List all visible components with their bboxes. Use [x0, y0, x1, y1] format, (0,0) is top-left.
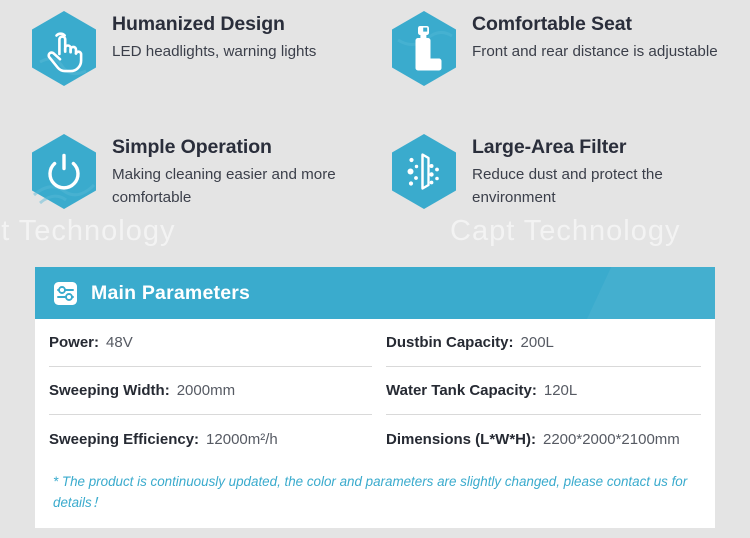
feature-grid: Humanized Design LED headlights, warning…: [0, 0, 750, 250]
param-label: Water Tank Capacity:: [386, 382, 537, 399]
panel-title: Main Parameters: [91, 281, 251, 304]
param-value: 2000mm: [176, 382, 236, 399]
feature-description: Making cleaning easier and more comforta…: [112, 166, 336, 206]
param-label: Sweeping Efficiency:: [49, 430, 200, 448]
table-row: Dimensions (L*W*H): 2200*2000*2100mm: [386, 415, 701, 463]
param-value: 12000m²/h: [206, 430, 278, 448]
feature-title: Simple Operation: [112, 136, 272, 158]
param-value: 200L: [520, 334, 554, 351]
filter-dust-icon: [390, 133, 458, 210]
param-value: 2200*2000*2100mm: [543, 430, 680, 448]
feature-card-large-area-filter: Large-Area Filter Reduce dust and protec…: [390, 133, 740, 210]
feature-card-simple-operation: Simple Operation Making cleaning easier …: [30, 133, 375, 210]
feature-card-comfortable-seat: Comfortable Seat Front and rear distance…: [390, 10, 740, 87]
feature-description: LED headlights, warning lights: [112, 43, 317, 61]
table-row: Dustbin Capacity: 200L: [386, 319, 701, 367]
param-label: Dustbin Capacity:: [386, 334, 514, 351]
feature-description: Front and rear distance is adjustable: [472, 43, 718, 61]
feature-title: Humanized Design: [112, 13, 285, 35]
feature-text-block: Simple Operation Making cleaning easier …: [112, 133, 375, 209]
param-label: Power:: [49, 334, 100, 351]
param-label: Sweeping Width:: [49, 382, 170, 399]
table-row: Water Tank Capacity: 120L: [386, 367, 701, 415]
main-parameters-panel: Main Parameters Power: 48V Dustbin Capac…: [35, 267, 715, 528]
feature-text-block: Humanized Design LED headlights, warning…: [112, 10, 316, 64]
table-row: Power: 48V: [49, 319, 372, 367]
param-label: Dimensions (L*W*H):: [386, 430, 536, 448]
feature-description: Reduce dust and protect the environment: [472, 166, 663, 206]
feature-card-humanized-design: Humanized Design LED headlights, warning…: [30, 10, 375, 87]
panel-header: Main Parameters: [35, 267, 715, 319]
parameters-table: Power: 48V Dustbin Capacity: 200L Sweepi…: [49, 319, 701, 463]
panel-body: Power: 48V Dustbin Capacity: 200L Sweepi…: [35, 319, 715, 514]
sliders-settings-icon: [53, 281, 78, 306]
feature-title: Large-Area Filter: [472, 136, 627, 158]
feature-text-block: Comfortable Seat Front and rear distance…: [472, 10, 718, 64]
feature-title: Comfortable Seat: [472, 13, 632, 35]
feature-text-block: Large-Area Filter Reduce dust and protec…: [472, 133, 740, 209]
table-row: Sweeping Width: 2000mm: [49, 367, 372, 415]
param-value: 48V: [106, 334, 133, 351]
param-value: 120L: [543, 382, 578, 399]
seat-icon: [390, 10, 458, 87]
panel-footnote: * The product is continuously updated, t…: [53, 474, 688, 510]
table-row: Sweeping Efficiency: 12000m²/h: [49, 415, 372, 463]
power-button-icon: [30, 133, 98, 210]
hand-touch-icon: [30, 10, 98, 87]
